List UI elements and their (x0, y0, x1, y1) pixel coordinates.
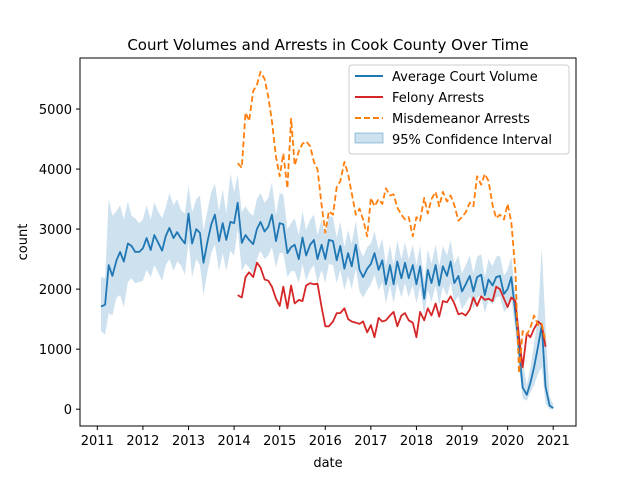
plot-area (79, 57, 577, 427)
x-tick-label: 2020 (491, 434, 524, 449)
y-tick-label: 5000 (39, 103, 72, 118)
y-axis-label: count (16, 224, 31, 261)
legend: Average Court Volume Felony Arrests Misd… (348, 64, 570, 155)
legend-label-felony: Felony Arrests (392, 91, 484, 106)
confidence-interval-band (101, 173, 554, 410)
series-line-misdemeanor-arrests (237, 70, 547, 375)
x-tick-label: 2014 (218, 434, 251, 449)
plot-frame (79, 57, 577, 427)
legend-box (348, 64, 570, 155)
x-tick-label: 2015 (263, 434, 296, 449)
y-tick-label: 3000 (39, 223, 72, 238)
confidence-interval-layer (101, 173, 554, 410)
x-tick-label: 2018 (400, 434, 433, 449)
chart-title: Court Volumes and Arrests in Cook County… (127, 36, 528, 54)
series-line-felony-arrests (237, 261, 547, 369)
series-line-average-court-volume (100, 201, 554, 409)
y-tick-label: 2000 (39, 283, 72, 298)
series-layer (100, 70, 554, 409)
x-tick-label: 2021 (537, 434, 570, 449)
legend-label-ci: 95% Confidence Interval (392, 133, 552, 148)
y-tick-label: 4000 (39, 163, 72, 178)
x-tick-label: 2019 (445, 434, 478, 449)
x-tick-label: 2013 (172, 434, 205, 449)
x-tick-label: 2012 (126, 434, 159, 449)
x-axis: 2011 2012 2013 2014 2015 2016 2017 2018 2019 2020… (81, 426, 570, 449)
y-tick-label: 1000 (39, 343, 72, 358)
y-axis: 0 1000 2000 3000 4000 5000 (39, 103, 80, 418)
legend-label-court-volume: Average Court Volume (392, 70, 538, 85)
x-tick-label: 2011 (81, 434, 114, 449)
legend-swatch-ci (354, 132, 384, 144)
y-tick-label: 0 (64, 403, 72, 418)
x-tick-label: 2016 (309, 434, 342, 449)
x-tick-label: 2017 (354, 434, 387, 449)
legend-label-misdemeanor: Misdemeanor Arrests (392, 112, 530, 127)
x-axis-label: date (313, 456, 342, 471)
